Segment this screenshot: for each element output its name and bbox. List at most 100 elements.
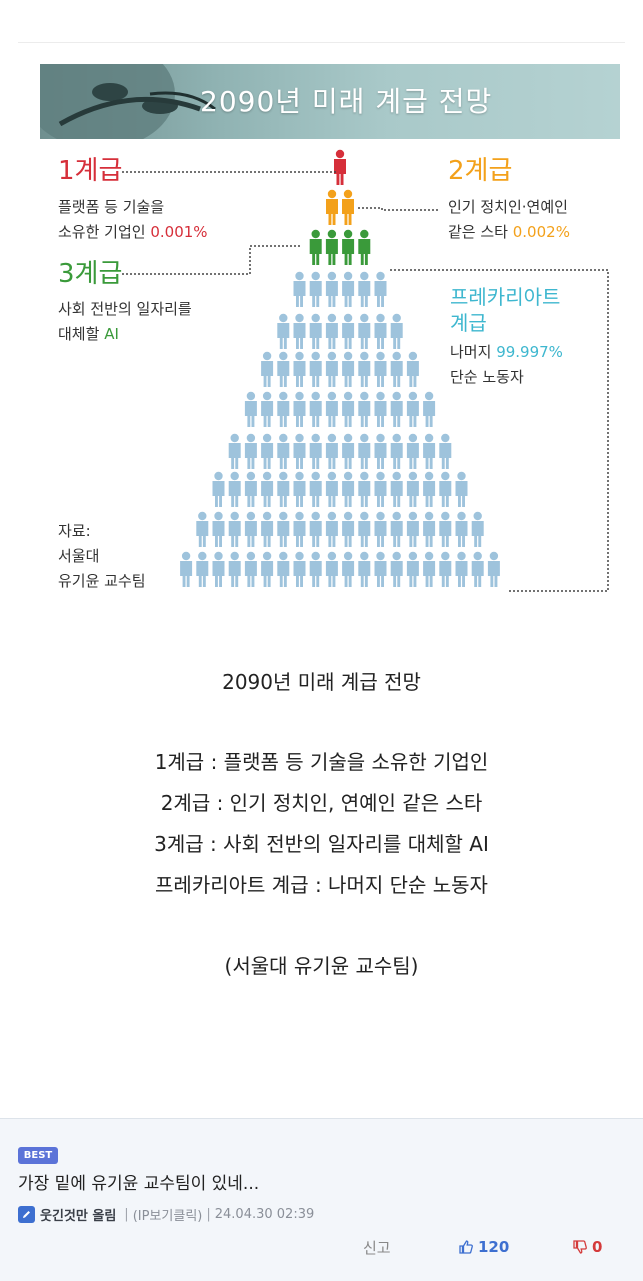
downvote-count: 0 (592, 1238, 603, 1256)
precariat-person (358, 351, 371, 387)
precariat-person (487, 551, 500, 587)
precariat-person (293, 351, 306, 387)
precariat-person (228, 471, 241, 507)
precariat-person (423, 391, 436, 427)
precariat-person (309, 433, 322, 469)
pencil-icon (18, 1206, 35, 1223)
precariat-person (423, 471, 436, 507)
precariat-person (325, 471, 338, 507)
tier2-person (326, 189, 338, 225)
precariat-person (471, 551, 484, 587)
class-pyramid-chart (122, 149, 609, 592)
precariat-person (293, 433, 306, 469)
downvote-button[interactable]: 0 (572, 1238, 602, 1256)
precariat-person (261, 511, 274, 547)
precariat-person (439, 471, 452, 507)
precariat-person (309, 551, 322, 587)
caption-source: (서울대 유기윤 교수팀) (224, 954, 419, 978)
precariat-person (374, 313, 387, 349)
precariat-person (390, 511, 403, 547)
precariat-person (342, 433, 355, 469)
precariat-person (390, 391, 403, 427)
precariat-person (406, 433, 419, 469)
report-button[interactable]: 신고 (363, 1239, 391, 1257)
precariat-person (228, 433, 241, 469)
tier1-desc: 플랫폼 등 기술을 소유한 기업인 0.001% (58, 198, 208, 241)
precariat-person (374, 551, 387, 587)
precariat-person (309, 313, 322, 349)
precariat-person (277, 391, 290, 427)
precariat-person (406, 471, 419, 507)
caption-line-3: 3계급 : 사회 전반의 일자리를 대체할 AI (154, 832, 489, 856)
precariat-person (325, 511, 338, 547)
precariat-person (358, 433, 371, 469)
caption-line-1: 1계급 : 플랫폼 등 기술을 소유한 기업인 (154, 750, 489, 774)
precariat-person (244, 511, 257, 547)
precariat-person (325, 551, 338, 587)
tier3-connector (122, 245, 302, 275)
caption-title: 2090년 미래 계급 전망 (222, 670, 421, 694)
precariat-person (406, 551, 419, 587)
precariat-person (277, 433, 290, 469)
precariat-person (293, 471, 306, 507)
precariat-person (293, 391, 306, 427)
precariat-person (390, 471, 403, 507)
precariat-person (309, 471, 322, 507)
precariat-person (277, 511, 290, 547)
precariat-person (228, 551, 241, 587)
tier3-desc: 사회 전반의 일자리를 대체할 AI (58, 300, 192, 343)
precariat-person (390, 313, 403, 349)
precariat-person (374, 351, 387, 387)
precariat-person (212, 551, 225, 587)
precariat-person (293, 271, 306, 307)
precariat-percent: 99.997% (496, 343, 563, 361)
precariat-title: 프레카리아트 계급 (450, 285, 561, 335)
precariat-person (342, 313, 355, 349)
caption-line-2: 2계급 : 인기 정치인, 연예인 같은 스타 (160, 791, 483, 815)
tier3-percent: AI (104, 325, 119, 343)
precariat-person (342, 391, 355, 427)
precariat-person (374, 391, 387, 427)
comment-text: 가장 밑에 유기윤 교수팀이 있네... (18, 1174, 260, 1194)
precariat-person (325, 313, 338, 349)
precariat-person (309, 351, 322, 387)
banner: 2090년 미래 계급 전망 (40, 64, 620, 139)
precariat-person (212, 511, 225, 547)
upvote-button[interactable]: 120 (458, 1238, 509, 1256)
precariat-person (358, 471, 371, 507)
precariat-person (309, 271, 322, 307)
precariat-person (325, 271, 338, 307)
comment-timestamp: 24.04.30 02:39 (214, 1207, 315, 1222)
precariat-person (293, 551, 306, 587)
precariat-person (325, 433, 338, 469)
precariat-person (471, 511, 484, 547)
ip-view-link[interactable]: (IP보기클릭) (132, 1209, 203, 1224)
precariat-person (423, 433, 436, 469)
precariat-person (261, 433, 274, 469)
precariat-person (358, 551, 371, 587)
infographic-source: 자료: 서울대 유기윤 교수팀 (58, 522, 146, 590)
precariat-person (374, 511, 387, 547)
precariat-person (277, 351, 290, 387)
comment-author[interactable]: 웃긴것만 올림 (40, 1209, 117, 1224)
precariat-person (374, 271, 387, 307)
precariat-person (342, 471, 355, 507)
precariat-person (390, 433, 403, 469)
precariat-person (261, 351, 274, 387)
precariat-person (212, 471, 225, 507)
precariat-person (455, 511, 468, 547)
precariat-person (325, 391, 338, 427)
precariat-person (342, 511, 355, 547)
top-divider (18, 42, 625, 43)
precariat-person (439, 551, 452, 587)
tier2-person (342, 189, 354, 225)
precariat-person (244, 391, 257, 427)
precariat-person (390, 351, 403, 387)
tier1-title: 1계급 (58, 156, 123, 186)
precariat-person (277, 551, 290, 587)
tier3-person (309, 229, 322, 265)
precariat-person (406, 391, 419, 427)
precariat-person (293, 511, 306, 547)
precariat-person (180, 551, 193, 587)
precariat-person (244, 433, 257, 469)
